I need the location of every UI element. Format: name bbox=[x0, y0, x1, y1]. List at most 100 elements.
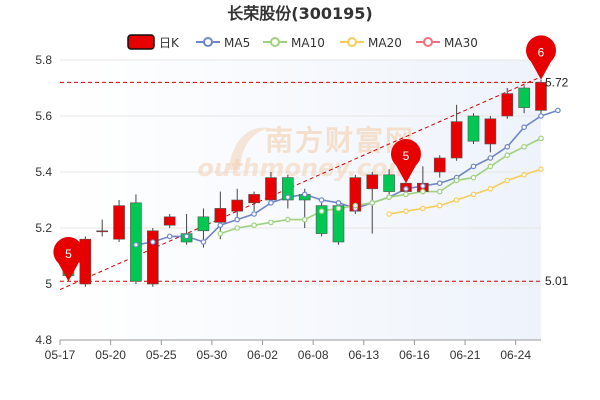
ma20-point bbox=[538, 166, 544, 173]
legend-item-ma30: MA30 bbox=[416, 36, 478, 50]
candle bbox=[282, 174, 294, 209]
y-tick-label: 5.4 bbox=[35, 165, 52, 179]
ma5-point bbox=[234, 216, 241, 223]
moving-average-points bbox=[133, 107, 561, 248]
ma10-point bbox=[538, 135, 544, 142]
candle-body bbox=[450, 121, 463, 159]
ma5-point bbox=[301, 191, 308, 198]
ma20-line bbox=[388, 168, 542, 215]
ma20-point bbox=[420, 205, 426, 212]
marker-pin bbox=[390, 139, 421, 184]
legend-label: MA20 bbox=[368, 36, 402, 50]
ma10-point bbox=[268, 219, 274, 226]
candle-body bbox=[265, 177, 277, 201]
candle-body bbox=[518, 87, 530, 108]
candle-body bbox=[113, 205, 125, 240]
marker-label: 6 bbox=[538, 46, 545, 60]
candle bbox=[163, 214, 176, 228]
candle-body bbox=[315, 205, 328, 234]
ma10-point bbox=[436, 188, 443, 195]
marker-pin bbox=[53, 237, 84, 282]
ma10-point bbox=[285, 216, 291, 223]
candle bbox=[518, 85, 530, 114]
ma20-point bbox=[453, 197, 460, 203]
legend-swatch-point bbox=[423, 37, 433, 47]
ma10-line bbox=[220, 137, 542, 235]
x-axis: 05-17 05-20 05-25 05-30 06-02 06-08 06-13 06-16… bbox=[45, 339, 541, 362]
y-tick-label: 5.2 bbox=[35, 221, 52, 235]
legend-item-ma5: MA5 bbox=[196, 36, 250, 50]
ma10-point bbox=[504, 152, 511, 159]
ma5-point bbox=[420, 183, 426, 189]
ma5-point bbox=[470, 163, 477, 170]
legend-item-ma10: MA10 bbox=[263, 36, 325, 50]
ma10-point bbox=[301, 216, 308, 223]
y-tick-label: 5.6 bbox=[35, 109, 52, 123]
x-tick-label: 06-24 bbox=[500, 348, 531, 362]
ma20-point bbox=[470, 191, 477, 198]
ma10-point bbox=[386, 194, 392, 201]
ma5-point bbox=[133, 242, 139, 248]
y-axis: 4.8 5 5.2 5.4 5.6 5.8 bbox=[35, 53, 52, 347]
price-marker: 5 bbox=[53, 237, 84, 282]
ma20-point bbox=[403, 208, 409, 215]
ma10-point bbox=[335, 205, 342, 212]
ma10-point bbox=[217, 230, 224, 237]
x-tick-label: 06-08 bbox=[298, 348, 329, 362]
candle-body bbox=[366, 174, 379, 190]
candle-body bbox=[349, 177, 362, 212]
y-tick-label: 5.8 bbox=[35, 53, 52, 67]
candle-body bbox=[214, 208, 227, 223]
ma5-point bbox=[200, 239, 207, 245]
candle bbox=[130, 194, 142, 284]
candle-body bbox=[535, 82, 547, 111]
ma5-point bbox=[436, 180, 443, 187]
ma10-point bbox=[487, 163, 494, 170]
ma5-point bbox=[150, 239, 156, 245]
ma5-point bbox=[504, 144, 511, 150]
candles bbox=[62, 79, 547, 287]
price-marker: 5 bbox=[390, 139, 421, 184]
reference-labels: 5.72 5.01 bbox=[545, 75, 569, 288]
moving-average-lines bbox=[135, 109, 559, 246]
candle bbox=[383, 169, 395, 195]
ma20-point bbox=[436, 202, 443, 209]
ma20-point bbox=[521, 172, 527, 178]
ma5-line bbox=[135, 109, 559, 246]
ma10-point bbox=[521, 144, 527, 150]
candle-body bbox=[96, 230, 108, 233]
ma10-point bbox=[234, 225, 241, 231]
y-tick-label: 5 bbox=[45, 277, 52, 291]
ma10-point bbox=[403, 191, 409, 198]
ma5-point bbox=[285, 194, 291, 201]
ma5-point bbox=[487, 155, 494, 161]
ma20-point bbox=[487, 186, 494, 192]
candle bbox=[501, 88, 514, 119]
legend-label: MA30 bbox=[444, 36, 478, 50]
chart-legend: 日K MA5 MA10 MA20 MA30 bbox=[127, 34, 478, 50]
legend-label: MA5 bbox=[224, 36, 250, 50]
ma5-point bbox=[251, 211, 257, 217]
ma10-point bbox=[251, 222, 257, 229]
candle bbox=[96, 219, 108, 237]
x-tick-label: 05-25 bbox=[146, 348, 177, 362]
chart-title: 长荣股份(300195) bbox=[227, 4, 372, 23]
reference-label: 5.72 bbox=[545, 75, 569, 89]
candle-body bbox=[484, 118, 497, 145]
legend-label: MA10 bbox=[291, 36, 325, 50]
candle bbox=[113, 200, 125, 242]
reference-label: 5.01 bbox=[545, 274, 569, 288]
candle-body bbox=[130, 202, 142, 282]
ma5-point bbox=[217, 222, 224, 229]
candle bbox=[535, 79, 547, 116]
legend-swatch-candle bbox=[127, 34, 155, 50]
x-tick-label: 06-13 bbox=[348, 348, 379, 362]
candle bbox=[433, 155, 446, 178]
x-tick-label: 06-16 bbox=[399, 348, 430, 362]
ma10-point bbox=[420, 188, 426, 195]
price-marker: 6 bbox=[526, 35, 556, 80]
price-markers: 5 5 6 bbox=[53, 35, 556, 282]
ma10-point bbox=[318, 208, 325, 215]
legend-label: 日K bbox=[159, 36, 180, 50]
